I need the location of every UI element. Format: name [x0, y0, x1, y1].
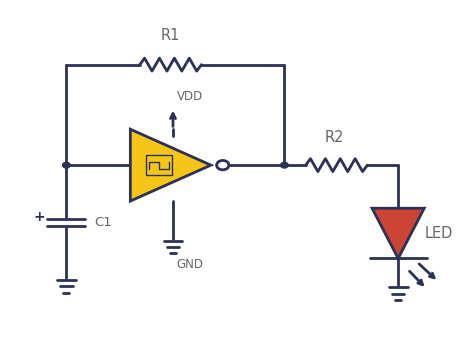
Text: GND: GND: [177, 258, 204, 271]
Text: R1: R1: [161, 28, 180, 43]
Text: LED: LED: [424, 226, 453, 241]
Text: C1: C1: [94, 216, 111, 229]
Polygon shape: [372, 208, 424, 258]
Polygon shape: [130, 129, 211, 201]
Text: R2: R2: [324, 130, 344, 145]
Circle shape: [63, 162, 70, 168]
Circle shape: [281, 162, 288, 168]
Text: VDD: VDD: [177, 90, 203, 103]
Text: +: +: [33, 210, 45, 224]
Circle shape: [217, 160, 229, 170]
